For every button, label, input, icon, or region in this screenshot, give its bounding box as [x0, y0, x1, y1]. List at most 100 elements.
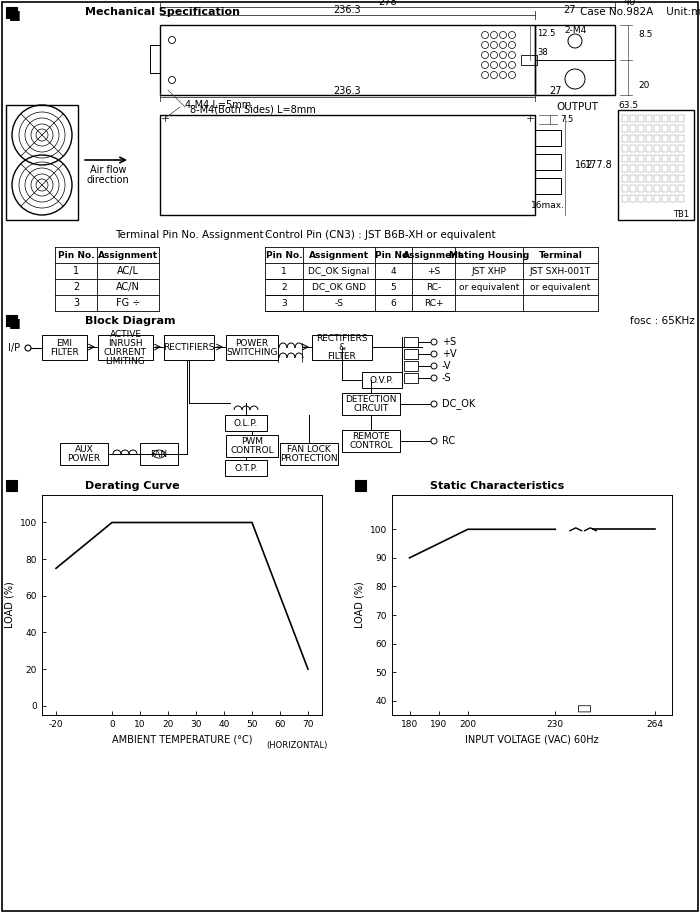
- Bar: [646, 115, 652, 122]
- Text: -S: -S: [335, 299, 344, 308]
- Text: PROTECTION: PROTECTION: [280, 454, 338, 463]
- Text: OUTPUT: OUTPUT: [556, 102, 598, 112]
- Text: Pin No.: Pin No.: [266, 250, 302, 259]
- Text: Static Characteristics: Static Characteristics: [430, 481, 564, 491]
- Bar: [678, 195, 684, 202]
- Y-axis label: LOAD (%): LOAD (%): [4, 582, 14, 628]
- Text: DC_OK GND: DC_OK GND: [312, 282, 366, 291]
- Text: 2: 2: [281, 282, 287, 291]
- Bar: [662, 115, 668, 122]
- Bar: [630, 135, 636, 142]
- Text: 5: 5: [391, 282, 396, 291]
- Bar: [622, 135, 628, 142]
- Bar: [622, 145, 628, 152]
- Bar: [654, 145, 660, 152]
- Text: 〜: 〜: [578, 704, 592, 712]
- Text: REMOTE: REMOTE: [352, 432, 390, 441]
- Text: O.L.P.: O.L.P.: [234, 418, 258, 427]
- Bar: [678, 125, 684, 132]
- Text: 27: 27: [549, 86, 561, 96]
- Text: CIRCUIT: CIRCUIT: [354, 404, 388, 413]
- Bar: [678, 175, 684, 182]
- Bar: [355, 480, 366, 491]
- Text: 162: 162: [575, 160, 594, 170]
- Text: CURRENT: CURRENT: [104, 348, 147, 356]
- Text: 2: 2: [73, 282, 79, 292]
- Text: ■: ■: [9, 8, 21, 21]
- Y-axis label: LOAD (%): LOAD (%): [354, 582, 364, 628]
- Bar: [160, 115, 535, 215]
- Bar: [630, 195, 636, 202]
- Bar: [670, 115, 676, 122]
- Bar: [670, 145, 676, 152]
- Bar: [654, 195, 660, 202]
- Bar: [646, 135, 652, 142]
- Bar: [630, 175, 636, 182]
- Text: 27: 27: [564, 5, 576, 15]
- Bar: [630, 165, 636, 172]
- Bar: [638, 125, 644, 132]
- Bar: [226, 335, 278, 360]
- Bar: [225, 460, 267, 476]
- Bar: [622, 195, 628, 202]
- Text: AUX: AUX: [75, 445, 93, 454]
- Text: fosc : 65KHz: fosc : 65KHz: [630, 316, 694, 326]
- Bar: [622, 115, 628, 122]
- Bar: [42, 335, 87, 360]
- Text: or equivalent: or equivalent: [531, 282, 591, 291]
- Bar: [630, 125, 636, 132]
- Bar: [654, 175, 660, 182]
- Bar: [662, 185, 668, 192]
- Text: RC+: RC+: [424, 299, 443, 308]
- Bar: [646, 175, 652, 182]
- Bar: [622, 155, 628, 162]
- Bar: [654, 115, 660, 122]
- Text: 278: 278: [378, 0, 397, 7]
- Bar: [646, 145, 652, 152]
- Text: AC/L: AC/L: [117, 266, 139, 276]
- Text: FAN LOCK: FAN LOCK: [287, 445, 331, 454]
- Bar: [404, 361, 418, 371]
- Bar: [98, 335, 153, 360]
- Text: 2-M4: 2-M4: [564, 26, 586, 35]
- Text: 38: 38: [537, 47, 547, 57]
- Bar: [618, 110, 694, 220]
- Text: Mechanical Specification: Mechanical Specification: [85, 7, 240, 17]
- Bar: [60, 443, 108, 465]
- Bar: [164, 335, 214, 360]
- Text: FILTER: FILTER: [328, 352, 356, 361]
- Text: Derating Curve: Derating Curve: [85, 481, 180, 491]
- Text: PWM: PWM: [241, 437, 263, 446]
- Bar: [342, 393, 400, 415]
- Bar: [646, 165, 652, 172]
- Text: 4: 4: [391, 267, 396, 276]
- Text: 16max.: 16max.: [531, 201, 565, 209]
- Bar: [646, 155, 652, 162]
- Text: FG ÷: FG ÷: [116, 298, 140, 308]
- Text: DC_OK Signal: DC_OK Signal: [308, 267, 370, 276]
- Bar: [646, 125, 652, 132]
- Bar: [140, 443, 178, 465]
- Text: RC-: RC-: [426, 282, 441, 291]
- Text: or equivalent: or equivalent: [458, 282, 519, 291]
- Text: FAN: FAN: [150, 449, 167, 458]
- Text: +S: +S: [427, 267, 440, 276]
- Text: JST XHP: JST XHP: [472, 267, 506, 276]
- Bar: [362, 372, 402, 388]
- Text: ■: ■: [9, 316, 21, 329]
- Text: direction: direction: [87, 175, 130, 185]
- Bar: [638, 135, 644, 142]
- Bar: [630, 185, 636, 192]
- Text: Block Diagram: Block Diagram: [85, 316, 176, 326]
- Bar: [662, 155, 668, 162]
- Bar: [404, 337, 418, 347]
- Text: I/P: I/P: [8, 343, 20, 353]
- Bar: [521, 55, 537, 65]
- Bar: [225, 415, 267, 431]
- Bar: [662, 145, 668, 152]
- Text: AC/N: AC/N: [116, 282, 140, 292]
- Text: 236.3: 236.3: [334, 5, 361, 15]
- Text: CONTROL: CONTROL: [230, 446, 274, 455]
- Bar: [654, 155, 660, 162]
- Text: 7.5: 7.5: [560, 114, 573, 123]
